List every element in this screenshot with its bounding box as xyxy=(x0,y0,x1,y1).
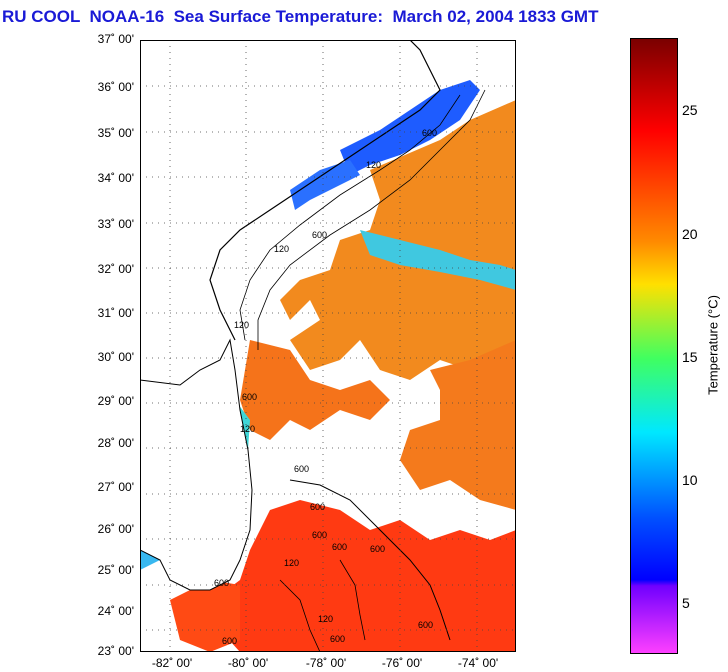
hot-water-south xyxy=(200,500,516,652)
isobath-label: 600 xyxy=(310,502,325,512)
isobath-label: 600 xyxy=(312,230,327,240)
florida-land xyxy=(140,338,253,591)
isobath-label: 120 xyxy=(284,558,299,568)
lat-label: 28˚ 00' xyxy=(97,436,134,450)
colorbar-gradient xyxy=(630,38,678,654)
isobath-label: 120 xyxy=(318,614,333,624)
isobath-label: 120 xyxy=(274,244,289,254)
lat-label: 36˚ 00' xyxy=(97,80,134,94)
lat-label: 30˚ 00' xyxy=(97,350,134,364)
colorbar-title: Temperature (°C) xyxy=(705,295,721,395)
lon-label: -74˚ 00' xyxy=(457,656,499,670)
lat-label: 32˚ 00' xyxy=(97,262,134,276)
lat-label: 34˚ 00' xyxy=(97,171,134,185)
warm-water-central xyxy=(240,340,390,440)
isobath-label: 600 xyxy=(214,578,229,588)
isobath-label: 120 xyxy=(240,424,255,434)
isobath-600 xyxy=(257,89,486,350)
isobath-label: 600 xyxy=(222,636,237,646)
colorbar-tick: 10 xyxy=(682,472,698,488)
isobath-label: 600 xyxy=(312,530,327,540)
lat-label: 25˚ 00' xyxy=(97,563,134,577)
cold-water-carolina xyxy=(340,80,480,175)
map-border xyxy=(140,40,516,652)
lat-label: 31˚ 00' xyxy=(97,306,134,320)
lon-label: -76˚ 00' xyxy=(381,656,423,670)
isobath-label: 600 xyxy=(242,392,257,402)
lat-label: 24˚ 00' xyxy=(97,604,134,618)
sst-map: 600 120 120 600 120 600 600 120 600 600 … xyxy=(140,40,516,652)
temperature-colorbar xyxy=(630,38,678,654)
se-coastline xyxy=(209,40,441,341)
isobath-label: 600 xyxy=(370,544,385,554)
lat-label: 23˚ 00' xyxy=(97,644,134,658)
isobath-label: 600 xyxy=(330,634,345,644)
isobath-label: 120 xyxy=(234,320,249,330)
lat-label: 29˚ 00' xyxy=(97,394,134,408)
isobath-120 xyxy=(239,94,461,341)
isobath-label: 600 xyxy=(332,542,347,552)
colorbar-tick: 25 xyxy=(682,102,698,118)
lat-label: 35˚ 00' xyxy=(97,126,134,140)
bahamas-banks xyxy=(279,559,366,652)
warm-water-east xyxy=(400,340,516,510)
grid-lines xyxy=(140,40,516,652)
lat-label: 37˚ 00' xyxy=(97,32,134,46)
lat-label: 27˚ 00' xyxy=(97,480,134,494)
cold-water-south-carolina xyxy=(290,160,360,210)
hot-water-patch xyxy=(170,580,240,652)
lon-label: -78˚ 00' xyxy=(305,656,347,670)
isobath-labels: 600 120 120 600 120 600 600 120 600 600 … xyxy=(214,128,437,646)
colorbar-tick: 20 xyxy=(682,226,698,242)
isobath-label: 600 xyxy=(422,128,437,138)
isobath-label: 600 xyxy=(294,464,309,474)
map-title: RU COOL NOAA-16 Sea Surface Temperature:… xyxy=(2,7,599,26)
bahamas-outline xyxy=(289,479,451,641)
colorbar-tick: 15 xyxy=(682,349,698,365)
isobath-label: 600 xyxy=(418,620,433,630)
lat-label: 26˚ 00' xyxy=(97,522,134,536)
lat-label: 33˚ 00' xyxy=(97,217,134,231)
isobath-label: 120 xyxy=(366,160,381,170)
lon-label: -82˚ 00' xyxy=(151,656,193,670)
colorbar-tick: 5 xyxy=(682,595,690,611)
lon-label: -80˚ 00' xyxy=(227,656,269,670)
sst-field: 600 120 120 600 120 600 600 120 600 600 … xyxy=(140,40,516,652)
